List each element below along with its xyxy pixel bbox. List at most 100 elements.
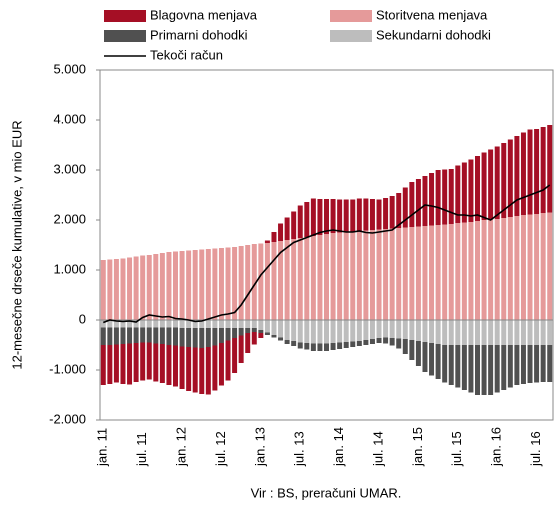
y-tick-label: 5.000 [53, 61, 86, 76]
bar-segment [218, 248, 224, 320]
bar-segment [238, 328, 244, 336]
bar-segment [540, 320, 546, 345]
bar-segment [383, 337, 389, 344]
bar-segment [534, 214, 540, 320]
bar-segment [356, 231, 362, 320]
bar-segment [140, 327, 146, 343]
bar-segment [507, 345, 513, 388]
bar-segment [245, 245, 251, 320]
bar-segment [271, 320, 277, 335]
bar-segment [494, 146, 500, 219]
bar-segment [520, 215, 526, 320]
bar-segment [534, 345, 540, 383]
bar-segment [212, 345, 218, 391]
bar-segment [547, 345, 553, 382]
bar-segment [304, 237, 310, 320]
bar-segment [107, 345, 113, 384]
bar-segment [501, 345, 507, 390]
bar-segment [435, 170, 441, 225]
bar-segment [369, 230, 375, 320]
bar-segment [468, 320, 474, 345]
bar-segment [396, 338, 402, 349]
bar-segment [448, 320, 454, 345]
legend-label: Primarni dohodki [150, 27, 248, 42]
bar-segment [251, 332, 257, 345]
bar-segment [520, 132, 526, 215]
bar-segment [501, 320, 507, 345]
bar-segment [159, 344, 165, 383]
y-tick-label: 0 [79, 311, 86, 326]
bar-segment [455, 223, 461, 320]
bar-segment [488, 219, 494, 320]
bar-segment [264, 243, 270, 320]
legend-label: Blagovna menjava [150, 7, 258, 22]
bar-segment [205, 320, 211, 328]
bar-segment [100, 320, 106, 328]
bar-segment [264, 320, 270, 333]
bar-segment [481, 220, 487, 320]
bar-segment [238, 246, 244, 320]
bar-segment [363, 340, 369, 345]
bar-segment [324, 343, 329, 351]
bar-segment [356, 198, 362, 231]
bar-segment [153, 327, 159, 344]
y-tick-label: 1.000 [53, 261, 86, 276]
bar-segment [409, 340, 415, 360]
y-axis-title: 12-mesečne drseče kumulative, v mio EUR [9, 120, 24, 369]
bar-segment [291, 320, 297, 341]
y-tick-label: 4.000 [53, 111, 86, 126]
bar-segment [514, 216, 520, 320]
bar-segment [507, 139, 513, 217]
bar-segment [232, 328, 238, 338]
x-tick-label: jan. 11 [95, 428, 110, 467]
bar-segment [317, 320, 323, 344]
bar-segment [409, 227, 415, 320]
bar-segment [127, 320, 133, 328]
bar-segment [435, 344, 441, 379]
bar-segment [540, 345, 546, 382]
bar-segment [389, 320, 395, 338]
bar-segment [422, 226, 428, 320]
bar-segment [376, 199, 382, 230]
bar-segment [527, 320, 533, 345]
bar-segment [159, 253, 165, 320]
bar-segment [475, 221, 480, 320]
bar-segment [455, 320, 461, 345]
bar-segment [120, 258, 126, 320]
bar-segment [422, 342, 428, 372]
bar-segment [225, 320, 231, 328]
bar-segment [278, 223, 284, 241]
bar-segment [475, 345, 480, 395]
bar-segment [264, 332, 270, 335]
bar-segment [507, 217, 513, 320]
bar-segment [186, 250, 192, 320]
bar-segment [199, 348, 205, 394]
bar-segment [192, 347, 198, 393]
bar-segment [113, 344, 119, 383]
bar-segment [205, 249, 211, 320]
bar-segment [258, 330, 264, 333]
x-tick-label: jul. 11 [134, 432, 149, 467]
bar-segment [481, 320, 487, 345]
bar-segment [146, 327, 152, 343]
bar-segment [113, 320, 119, 328]
bar-segment [284, 240, 290, 320]
bar-segment [251, 320, 257, 328]
bar-segment [127, 257, 133, 320]
bar-segment [442, 169, 448, 225]
bar-segment [238, 335, 244, 363]
bar-segment [186, 328, 192, 347]
bar-segment [409, 320, 415, 340]
bar-segment [448, 224, 454, 320]
bar-segment [245, 333, 251, 353]
bar-segment [369, 339, 375, 344]
y-tick-label: -1.000 [49, 361, 86, 376]
bar-segment [507, 320, 513, 345]
bar-segment [481, 345, 487, 395]
bar-segment [179, 320, 185, 328]
bar-segment [324, 234, 329, 320]
bar-segment [435, 225, 441, 320]
bar-segment [284, 320, 290, 340]
bar-segment [146, 320, 152, 328]
bar-segment [317, 343, 323, 351]
